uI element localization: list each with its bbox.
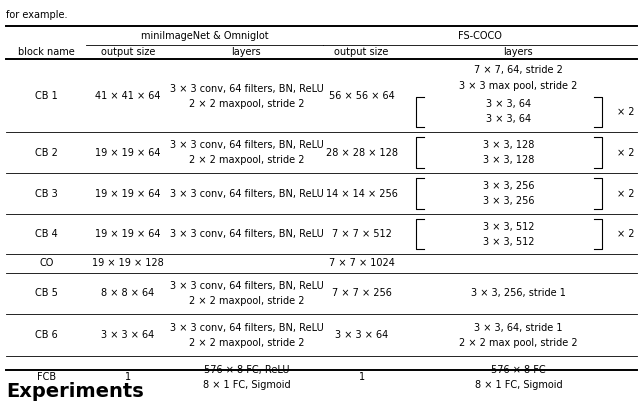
Text: 56 × 56 × 64: 56 × 56 × 64 [329,91,394,101]
Text: 8 × 1 FC, Sigmoid: 8 × 1 FC, Sigmoid [475,380,562,390]
Text: 3 × 3 conv, 64 filters, BN, ReLU: 3 × 3 conv, 64 filters, BN, ReLU [170,323,323,333]
Text: 3 × 3 conv, 64 filters, BN, ReLU: 3 × 3 conv, 64 filters, BN, ReLU [170,140,323,150]
Text: 3 × 3, 256, stride 1: 3 × 3, 256, stride 1 [471,288,566,298]
Text: 3 × 3, 64: 3 × 3, 64 [486,115,531,125]
Text: 3 × 3 × 64: 3 × 3 × 64 [335,330,388,340]
Text: 19 × 19 × 64: 19 × 19 × 64 [95,189,161,199]
Text: CB 2: CB 2 [35,148,58,158]
Text: 2 × 2 maxpool, stride 2: 2 × 2 maxpool, stride 2 [189,155,304,165]
Text: 3 × 3, 64, stride 1: 3 × 3, 64, stride 1 [474,323,563,333]
Text: × 2: × 2 [616,229,634,239]
Text: layers: layers [504,47,533,57]
Text: output size: output size [101,47,155,57]
Text: 28 × 28 × 128: 28 × 28 × 128 [326,148,397,158]
Text: 3 × 3, 128: 3 × 3, 128 [483,155,534,165]
Text: CB 5: CB 5 [35,288,58,298]
Text: 3 × 3 conv, 64 filters, BN, ReLU: 3 × 3 conv, 64 filters, BN, ReLU [170,84,323,94]
Text: FCB: FCB [37,372,56,382]
Text: CB 1: CB 1 [35,91,58,101]
Text: 7 × 7 × 512: 7 × 7 × 512 [332,229,392,239]
Text: × 2: × 2 [616,148,634,158]
Text: 19 × 19 × 128: 19 × 19 × 128 [92,258,164,268]
Text: 1: 1 [358,372,365,382]
Text: 19 × 19 × 64: 19 × 19 × 64 [95,229,161,239]
Text: for example.: for example. [6,10,68,20]
Text: 3 × 3 max pool, stride 2: 3 × 3 max pool, stride 2 [460,81,577,91]
Text: 2 × 2 max pool, stride 2: 2 × 2 max pool, stride 2 [459,338,578,348]
Text: 3 × 3, 64: 3 × 3, 64 [486,99,531,110]
Text: 2 × 2 maxpool, stride 2: 2 × 2 maxpool, stride 2 [189,338,304,348]
Text: 3 × 3, 128: 3 × 3, 128 [483,140,534,150]
Text: × 2: × 2 [616,107,634,117]
Text: 14 × 14 × 256: 14 × 14 × 256 [326,189,397,199]
Text: 7 × 7 × 256: 7 × 7 × 256 [332,288,392,298]
Text: 7 × 7, 64, stride 2: 7 × 7, 64, stride 2 [474,65,563,75]
Text: 1: 1 [125,372,131,382]
Text: CO: CO [39,258,54,268]
Text: 576 × 8 FC, ReLU: 576 × 8 FC, ReLU [204,364,289,375]
Text: layers: layers [232,47,261,57]
Text: 576 × 8 FC: 576 × 8 FC [491,364,546,375]
Text: 3 × 3 × 64: 3 × 3 × 64 [101,330,155,340]
Text: 8 × 1 FC, Sigmoid: 8 × 1 FC, Sigmoid [203,380,290,390]
Text: 41 × 41 × 64: 41 × 41 × 64 [95,91,161,101]
Text: 2 × 2 maxpool, stride 2: 2 × 2 maxpool, stride 2 [189,296,304,306]
Text: 19 × 19 × 64: 19 × 19 × 64 [95,148,161,158]
Text: 3 × 3, 512: 3 × 3, 512 [483,222,534,232]
Text: 3 × 3, 512: 3 × 3, 512 [483,237,534,247]
Text: 7 × 7 × 1024: 7 × 7 × 1024 [329,258,394,268]
Text: 3 × 3 conv, 64 filters, BN, ReLU: 3 × 3 conv, 64 filters, BN, ReLU [170,229,323,239]
Text: 3 × 3, 256: 3 × 3, 256 [483,181,534,191]
Text: 2 × 2 maxpool, stride 2: 2 × 2 maxpool, stride 2 [189,99,304,109]
Text: 3 × 3 conv, 64 filters, BN, ReLU: 3 × 3 conv, 64 filters, BN, ReLU [170,189,323,199]
Text: CB 4: CB 4 [35,229,58,239]
Text: FS-COCO: FS-COCO [458,31,502,41]
Text: × 2: × 2 [616,189,634,199]
Text: block name: block name [18,47,75,57]
Text: miniImageNet & Omniglot: miniImageNet & Omniglot [141,31,269,41]
Text: CB 3: CB 3 [35,189,58,199]
Text: 8 × 8 × 64: 8 × 8 × 64 [101,288,155,298]
Text: 3 × 3, 256: 3 × 3, 256 [483,196,534,206]
Text: Experiments: Experiments [6,382,144,401]
Text: CB 6: CB 6 [35,330,58,340]
Text: 3 × 3 conv, 64 filters, BN, ReLU: 3 × 3 conv, 64 filters, BN, ReLU [170,281,323,291]
Text: output size: output size [335,47,388,57]
